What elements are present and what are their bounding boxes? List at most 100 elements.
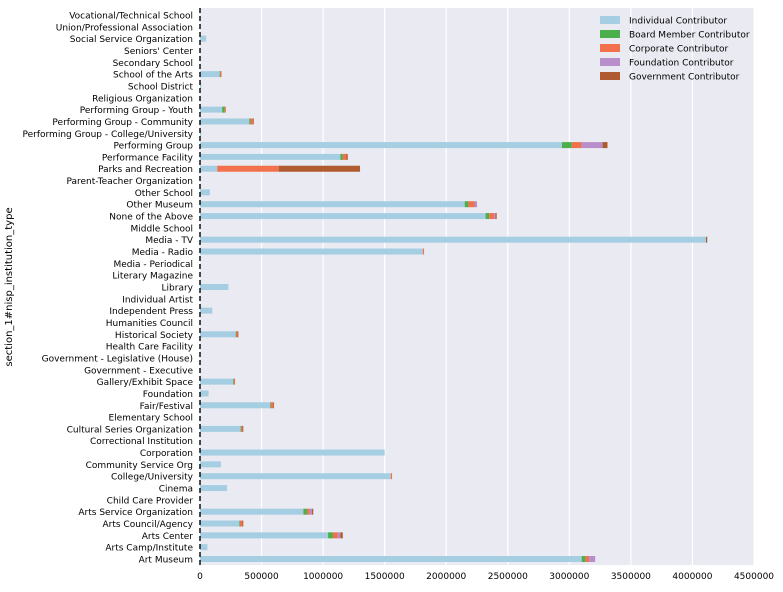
bar-segment xyxy=(303,508,308,515)
bar-segment xyxy=(200,425,241,432)
bar-segment xyxy=(340,153,343,160)
x-tick-label: 2500000 xyxy=(488,572,528,582)
x-tick-label: 0 xyxy=(197,572,203,582)
y-tick-label: Literary Magazine xyxy=(112,272,193,282)
bar-segment xyxy=(585,556,590,562)
bar-segment xyxy=(200,485,228,492)
y-tick-label: Performing Group - College/University xyxy=(23,130,194,140)
bar-segment xyxy=(307,508,310,515)
bar-segment xyxy=(239,520,241,527)
bar-segment xyxy=(495,213,497,220)
bar-segment xyxy=(464,201,469,208)
legend-swatch xyxy=(600,72,620,80)
bar-segment xyxy=(219,71,221,78)
bar-segment xyxy=(200,35,207,42)
bar-segment xyxy=(581,142,603,149)
y-tick-label: Arts Center xyxy=(142,532,194,542)
bar-segment xyxy=(705,236,708,243)
bar-segment xyxy=(200,71,220,78)
bar-segment xyxy=(200,142,562,149)
bar-segment xyxy=(200,189,210,196)
bar-segment xyxy=(489,213,495,220)
y-tick-label: Health Care Facility xyxy=(106,343,194,353)
bar-segment xyxy=(252,118,254,125)
bar-segment xyxy=(485,213,490,220)
bar-segment xyxy=(200,544,208,551)
y-tick-label: Middle School xyxy=(131,224,193,234)
legend-swatch xyxy=(600,58,620,66)
bar-segment xyxy=(337,532,341,539)
y-tick-label: Elementary School xyxy=(108,414,193,424)
bar-segment xyxy=(422,248,425,255)
bar-segment xyxy=(233,378,235,385)
bar-segment xyxy=(200,248,423,255)
bar-segment xyxy=(200,153,341,160)
y-tick-label: Corporation xyxy=(140,449,193,459)
legend-label: Government Contributor xyxy=(629,73,740,83)
bar-segment xyxy=(494,213,496,220)
bar-segment xyxy=(200,165,218,172)
y-tick-labels: Art Museum Arts Camp/Institute Arts Center… xyxy=(23,12,194,566)
y-tick-label: Child Care Provider xyxy=(107,496,194,506)
y-tick-label: Government - Executive xyxy=(84,366,193,376)
bar-segment xyxy=(270,402,271,409)
y-tick-label: Parent-Teacher Organization xyxy=(66,177,193,187)
y-tick-label: Other Museum xyxy=(126,201,193,211)
y-tick-label: Art Museum xyxy=(139,556,193,566)
legend-label: Board Member Contributor xyxy=(629,31,750,41)
y-tick-label: Performing Group xyxy=(113,142,193,152)
x-tick-label: 2000000 xyxy=(426,572,466,582)
bar-segment xyxy=(200,213,486,220)
legend-label: Individual Contributor xyxy=(629,17,727,27)
bar-segment xyxy=(589,556,596,562)
y-tick-label: Cinema xyxy=(159,485,193,495)
x-tick-label: 4500000 xyxy=(734,572,774,582)
bar-segment xyxy=(200,307,213,314)
y-tick-label: Arts Camp/Institute xyxy=(105,544,193,554)
y-tick-label: Other School xyxy=(135,189,193,199)
legend: Individual Contributor Board Member Contr… xyxy=(600,16,750,83)
bar-segment xyxy=(242,425,244,432)
y-tick-label: Union/Professional Association xyxy=(56,23,193,33)
bar-segment xyxy=(233,378,236,385)
y-tick-label: Historical Society xyxy=(115,331,194,341)
y-tick-label: Gallery/Exhibit Space xyxy=(97,378,194,388)
bar-segment xyxy=(222,106,225,113)
y-tick-label: Individual Artist xyxy=(122,295,193,305)
bar-segment xyxy=(346,153,348,160)
y-axis-label: section_1#nisp_institution_type xyxy=(4,207,15,366)
y-tick-label: Humanities Council xyxy=(106,319,193,329)
bar-segment xyxy=(240,425,242,432)
y-tick-label: Performing Group - Community xyxy=(52,118,193,128)
y-tick-label: Arts Service Organization xyxy=(78,508,193,518)
bar-segment xyxy=(340,532,343,539)
y-tick-label: None of the Above xyxy=(109,213,193,223)
bar-segment xyxy=(200,461,221,468)
bar-segment xyxy=(561,142,572,149)
x-tick-label: 500000 xyxy=(244,572,279,582)
bar-segment xyxy=(602,142,608,149)
bar-segment xyxy=(200,201,465,208)
y-tick-label: Media - Periodical xyxy=(113,260,193,270)
y-tick-label: Parks and Recreation xyxy=(98,165,193,175)
x-tick-label: 4000000 xyxy=(672,572,712,582)
y-tick-label: Cultural Series Organization xyxy=(67,425,193,435)
bars xyxy=(200,35,708,562)
y-tick-label: Seniors' Center xyxy=(124,47,193,57)
bar-segment xyxy=(342,153,347,160)
y-tick-label: Fair/Festival xyxy=(140,402,193,412)
y-tick-label: Religious Organization xyxy=(92,94,193,104)
y-tick-label: Media - TV xyxy=(145,236,193,246)
bar-segment xyxy=(200,402,271,409)
y-tick-label: Performance Facility xyxy=(102,153,194,163)
x-tick-label: 3500000 xyxy=(611,572,651,582)
bar-segment xyxy=(200,118,250,125)
bar-segment xyxy=(200,473,391,480)
y-tick-label: Correctional Institution xyxy=(90,437,193,447)
bar-segment xyxy=(200,236,706,243)
bar-segment xyxy=(236,331,238,338)
y-tick-label: Social Service Organization xyxy=(70,35,193,45)
bar-segment xyxy=(241,425,243,432)
